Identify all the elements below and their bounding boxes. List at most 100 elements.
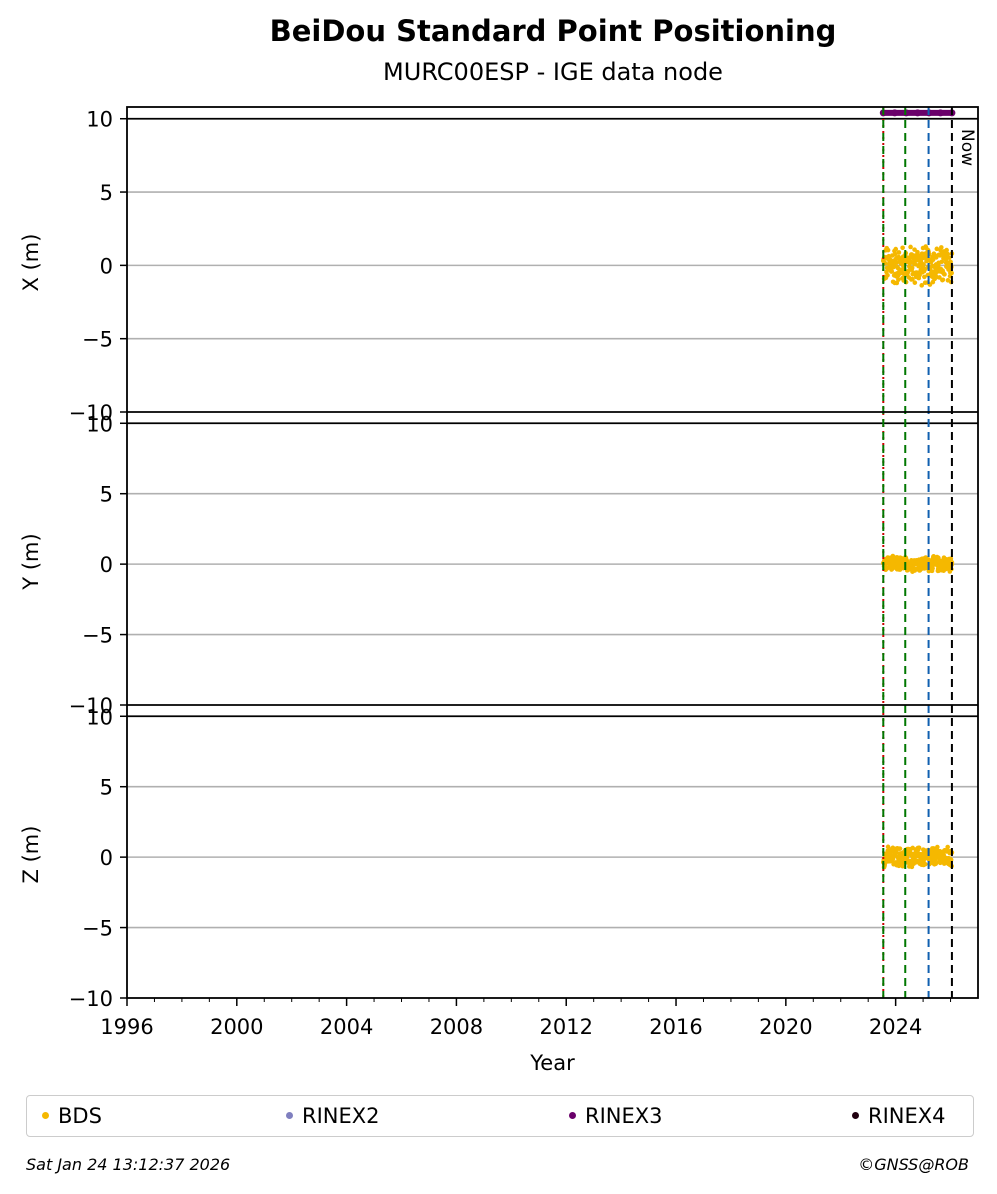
footer-timestamp: Sat Jan 24 13:12:37 2026 — [26, 1155, 231, 1174]
data-point — [939, 245, 944, 250]
data-point — [914, 109, 922, 117]
data-point — [889, 269, 895, 274]
data-point — [912, 280, 918, 285]
y-tick-label: 10 — [86, 412, 113, 436]
data-point — [900, 863, 905, 869]
data-point — [896, 277, 901, 282]
data-point — [900, 245, 905, 251]
now-label: Now — [957, 129, 977, 166]
data-point — [896, 250, 902, 255]
y-tick-label: 5 — [100, 776, 113, 800]
data-point — [937, 275, 942, 280]
data-point — [949, 270, 954, 276]
data-point — [897, 846, 903, 851]
data-point — [919, 283, 925, 288]
data-point — [896, 863, 902, 869]
y-axis-label: Y (m) — [19, 533, 43, 590]
data-point — [939, 259, 945, 265]
x-tick-label: 2000 — [210, 1015, 263, 1039]
legend-marker-bds — [42, 1111, 49, 1119]
data-point — [885, 844, 891, 850]
data-point — [916, 845, 922, 851]
series-rinex3 — [879, 109, 956, 117]
data-point — [915, 249, 920, 255]
data-point — [921, 262, 926, 267]
data-point — [940, 277, 946, 283]
data-point — [922, 861, 928, 867]
panel-y: 10 5 0 −5 −10 Y (m) — [19, 412, 978, 718]
y-tick-label: 0 — [100, 553, 113, 577]
legend-label-rinex3: RINEX3 — [585, 1104, 663, 1128]
series-bds — [880, 244, 955, 288]
y-tick-label: 10 — [86, 705, 113, 729]
data-point — [945, 251, 950, 257]
x-tick-label: 2004 — [320, 1015, 373, 1039]
data-point — [893, 246, 899, 252]
legend-label-rinex2: RINEX2 — [302, 1104, 380, 1128]
data-point — [934, 246, 940, 252]
data-point — [891, 109, 899, 117]
footer-credit: ©GNSS@ROB — [858, 1155, 969, 1174]
legend-item-rinex2: RINEX2 — [286, 1104, 380, 1128]
data-point — [909, 265, 915, 271]
data-point — [922, 266, 928, 272]
legend-marker-rinex3 — [569, 1111, 576, 1119]
legend-item-rinex4: RINEX4 — [852, 1104, 946, 1128]
data-point — [936, 109, 944, 117]
data-point — [946, 255, 952, 261]
data-point — [942, 272, 947, 277]
y-tick-label: −5 — [82, 917, 113, 941]
x-tick-label: 1996 — [100, 1015, 153, 1039]
y-axis-label: X (m) — [19, 234, 43, 292]
data-point — [908, 259, 914, 265]
legend-marker-rinex2 — [286, 1111, 293, 1119]
data-point — [908, 244, 913, 250]
data-point — [931, 554, 936, 559]
x-tick-label: 2016 — [649, 1015, 702, 1039]
data-point — [891, 263, 897, 269]
y-tick-label: 0 — [100, 846, 113, 870]
data-point — [885, 272, 890, 278]
data-point — [907, 255, 912, 261]
x-tick-label: 2020 — [759, 1015, 812, 1039]
data-point — [944, 247, 949, 253]
chart-legend: BDS RINEX2 RINEX3 RINEX4 — [26, 1095, 974, 1137]
chart-title: BeiDou Standard Point Positioning — [269, 14, 837, 48]
data-point — [894, 849, 899, 855]
x-tick-label: 2024 — [869, 1015, 922, 1039]
panel-z: 10 5 0 −5 −10 Z (m) — [19, 705, 978, 1011]
panel-x: 10 5 0 −5 −10 X (m) — [19, 108, 978, 425]
y-tick-label: −10 — [69, 401, 113, 425]
data-point — [892, 251, 898, 257]
data-point — [935, 844, 940, 850]
y-tick-label: −10 — [69, 694, 113, 718]
data-point — [930, 257, 936, 263]
legend-item-bds: BDS — [42, 1104, 102, 1128]
data-point — [945, 844, 950, 850]
y-tick-label: −5 — [82, 328, 113, 352]
legend-marker-rinex4 — [852, 1111, 859, 1119]
y-tick-label: −10 — [69, 987, 113, 1011]
x-tick-label: 2008 — [430, 1015, 483, 1039]
y-tick-label: 0 — [100, 254, 113, 278]
data-point — [929, 269, 934, 274]
plot-frame — [126, 106, 979, 999]
data-point — [885, 247, 891, 253]
data-point — [948, 857, 954, 863]
x-axis-label: Year — [529, 1051, 575, 1075]
data-point — [930, 566, 935, 571]
series-bds — [880, 844, 955, 870]
y-tick-label: −5 — [82, 624, 113, 648]
data-point — [922, 274, 927, 280]
y-tick-label: 5 — [100, 483, 113, 507]
legend-item-rinex3: RINEX3 — [569, 1104, 663, 1128]
chart-subtitle: MURC00ESP - IGE data node — [383, 58, 723, 86]
y-tick-label: 5 — [100, 181, 113, 205]
data-point — [910, 276, 915, 282]
y-axis-label: Z (m) — [19, 826, 43, 884]
x-tick-label: 2012 — [539, 1015, 592, 1039]
y-tick-label: 10 — [86, 108, 113, 132]
legend-label-rinex4: RINEX4 — [868, 1104, 946, 1128]
series-bds — [880, 553, 955, 574]
